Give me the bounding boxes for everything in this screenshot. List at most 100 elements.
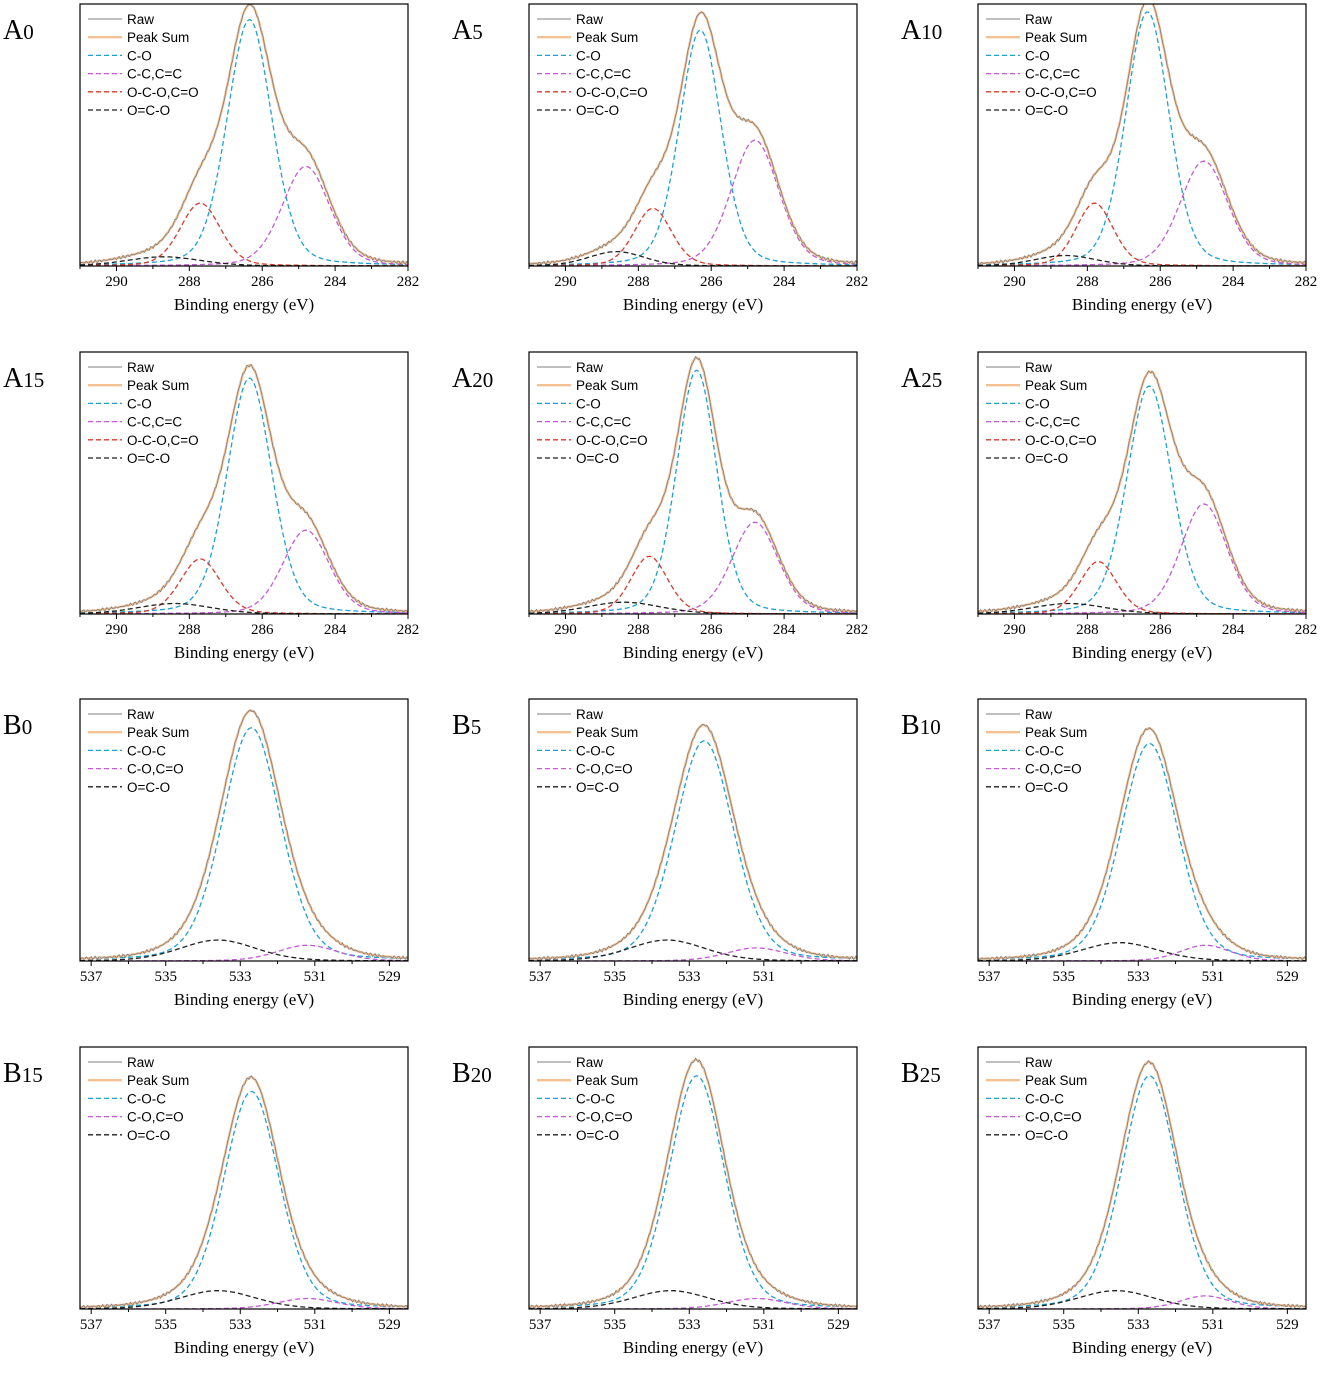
series-c-o (978, 385, 1306, 614)
panel-label: B10 (901, 710, 941, 741)
plot-frame (528, 351, 858, 615)
panel-b0: B0 537 535 533 531 529 Binding energy (eV) Raw P… (3, 698, 409, 1009)
x-tick-label: 282 (397, 274, 420, 290)
panel-label: A10 (901, 15, 942, 46)
series-raw (978, 727, 1306, 961)
panel-label: A25 (901, 363, 942, 394)
x-tick-label: 290 (105, 274, 128, 290)
x-tick-label: 537 (978, 969, 1001, 985)
series-c-o-c-o (978, 944, 1306, 961)
panel-label: B5 (452, 710, 481, 741)
legend-entry: Peak Sum (127, 1073, 189, 1088)
legend-entry: Peak Sum (1025, 378, 1087, 393)
x-tick-label: 284 (1222, 622, 1245, 638)
x-tick-label: 286 (700, 274, 723, 290)
x-tick-label: 286 (251, 274, 274, 290)
x-tick-label: 288 (1076, 622, 1099, 638)
legend-entry: O=C-O (576, 451, 619, 466)
series-o-c-o-c-o (978, 560, 1306, 614)
x-tick-label: 533 (1127, 1317, 1150, 1333)
x-tick-label: 529 (1276, 969, 1299, 985)
legend-entry: O=C-O (576, 780, 619, 795)
legend-entry: Peak Sum (127, 30, 189, 45)
x-tick-label: 535 (1052, 969, 1075, 985)
x-tick-label: 533 (229, 969, 252, 985)
x-tick-label: 290 (105, 622, 128, 638)
x-axis-label: Binding energy (eV) (174, 295, 314, 314)
legend-entry: C-C,C=C (127, 67, 182, 82)
x-tick-label: 533 (678, 969, 701, 985)
legend-entry: Raw (576, 360, 603, 375)
series-c-c-c-c (80, 165, 408, 266)
legend-entry: O-C-O,C=O (127, 433, 199, 448)
plot-frame (528, 3, 858, 267)
x-tick-label: 284 (773, 274, 796, 290)
legend-entry: Peak Sum (1025, 1073, 1087, 1088)
series-c-o-c (529, 740, 857, 960)
series-raw (529, 1057, 857, 1309)
legend-entry: Raw (576, 707, 603, 722)
x-tick-label: 282 (846, 274, 869, 290)
plot-frame (528, 1046, 858, 1310)
plot-frame (528, 698, 858, 962)
legend-entry: O=C-O (127, 1128, 170, 1143)
legend-entry: Raw (127, 12, 154, 27)
series-c-c-c-c (978, 503, 1306, 614)
plot-frame (977, 698, 1307, 962)
legend-entry: O-C-O,C=O (576, 85, 648, 100)
series-c-o (80, 19, 408, 266)
legend-entry: O-C-O,C=O (576, 433, 648, 448)
series-c-o (529, 369, 857, 614)
x-axis-label: Binding energy (eV) (1072, 990, 1212, 1009)
x-tick-label: 531 (753, 1317, 776, 1333)
legend-entry: O=C-O (127, 451, 170, 466)
x-tick-label: 531 (304, 969, 327, 985)
series-c-o-c-o (978, 1295, 1306, 1309)
legend-entry: C-O,C=O (576, 1110, 633, 1125)
legend-entry: C-O,C=O (1025, 1110, 1082, 1125)
legend-entry: O=C-O (1025, 103, 1068, 118)
series-raw (978, 1059, 1306, 1309)
legend-entry: Raw (1025, 12, 1052, 27)
x-tick-label: 290 (554, 274, 577, 290)
panel-b25: B25 537 535 533 531 529 Binding energy (eV) Raw… (901, 1046, 1307, 1357)
legend-entry: C-O (127, 396, 152, 411)
series-raw (80, 709, 408, 961)
legend-entry: C-O-C (1025, 743, 1064, 758)
x-tick-label: 286 (251, 622, 274, 638)
legend-entry: C-C,C=C (576, 415, 631, 430)
legend-entry: Peak Sum (576, 725, 638, 740)
legend-entry: Peak Sum (576, 1073, 638, 1088)
x-tick-label: 535 (154, 1317, 177, 1333)
series-c-o-c-o (80, 944, 408, 961)
legend-entry: O=C-O (127, 780, 170, 795)
x-tick-label: 284 (1222, 274, 1245, 290)
legend-entry: C-O,C=O (127, 1110, 184, 1125)
x-tick-label: 533 (229, 1317, 252, 1333)
series-c-o (80, 377, 408, 614)
series-c-o-c (978, 1075, 1306, 1308)
panel-a25: A25 290 288 286 284 282 Binding energy (eV) Raw… (901, 351, 1317, 662)
legend-entry: Raw (127, 707, 154, 722)
x-tick-label: 535 (1052, 1317, 1075, 1333)
series-o-c-o-c-o (978, 202, 1306, 266)
x-tick-label: 535 (603, 969, 626, 985)
x-tick-label: 288 (178, 274, 201, 290)
x-axis-label: Binding energy (eV) (623, 990, 763, 1009)
x-tick-label: 282 (397, 622, 420, 638)
series-raw (80, 1075, 408, 1309)
series-c-o-c-o (529, 947, 857, 961)
panel-label: B20 (452, 1058, 492, 1089)
series-c-c-c-c (529, 139, 857, 266)
panel-label: B25 (901, 1058, 941, 1089)
series-raw (80, 364, 408, 614)
panel-b5: B5 537 535 533 531 Binding energy (eV) Raw Peak… (452, 698, 858, 1009)
x-tick-label: 529 (378, 969, 401, 985)
x-tick-label: 533 (1127, 969, 1150, 985)
x-tick-label: 286 (1149, 622, 1172, 638)
x-tick-label: 286 (1149, 274, 1172, 290)
x-tick-label: 537 (529, 969, 552, 985)
series-c-c-c-c (529, 521, 857, 614)
plot-frame (977, 351, 1307, 615)
